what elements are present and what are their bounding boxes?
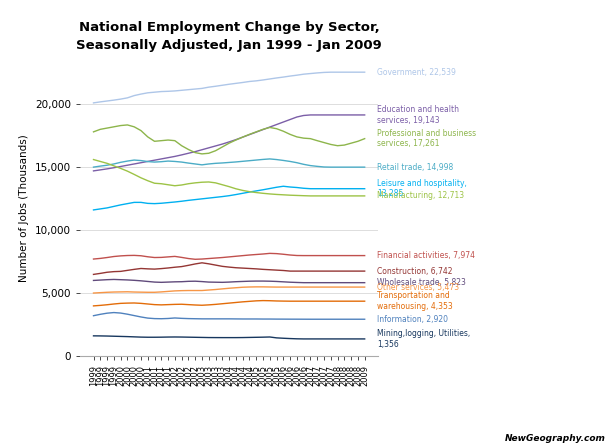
Text: Leisure and hospitality,
13,285: Leisure and hospitality, 13,285 <box>377 179 467 198</box>
Text: Construction, 6,742: Construction, 6,742 <box>377 267 453 275</box>
Text: Manufacturing, 12,713: Manufacturing, 12,713 <box>377 191 464 200</box>
Y-axis label: Number of Jobs (Thousands): Number of Jobs (Thousands) <box>19 134 30 282</box>
Text: Professional and business
services, 17,261: Professional and business services, 17,2… <box>377 129 476 148</box>
Title: National Employment Change by Sector,
Seasonally Adjusted, Jan 1999 - Jan 2009: National Employment Change by Sector, Se… <box>76 21 382 52</box>
Text: Government, 22,539: Government, 22,539 <box>377 68 456 77</box>
Text: Transportation and
warehousing, 4,353: Transportation and warehousing, 4,353 <box>377 291 453 311</box>
Text: Mining,logging, Utilities,
1,356: Mining,logging, Utilities, 1,356 <box>377 329 470 348</box>
Text: Financial activities, 7,974: Financial activities, 7,974 <box>377 251 475 260</box>
Text: Wholesale trade, 5,823: Wholesale trade, 5,823 <box>377 278 466 287</box>
Text: Retail trade, 14,998: Retail trade, 14,998 <box>377 162 453 172</box>
Text: NewGeography.com: NewGeography.com <box>505 433 606 442</box>
Text: Education and health
services, 19,143: Education and health services, 19,143 <box>377 105 459 125</box>
Text: Other services, 5,473: Other services, 5,473 <box>377 283 459 291</box>
Text: Information, 2,920: Information, 2,920 <box>377 315 448 324</box>
